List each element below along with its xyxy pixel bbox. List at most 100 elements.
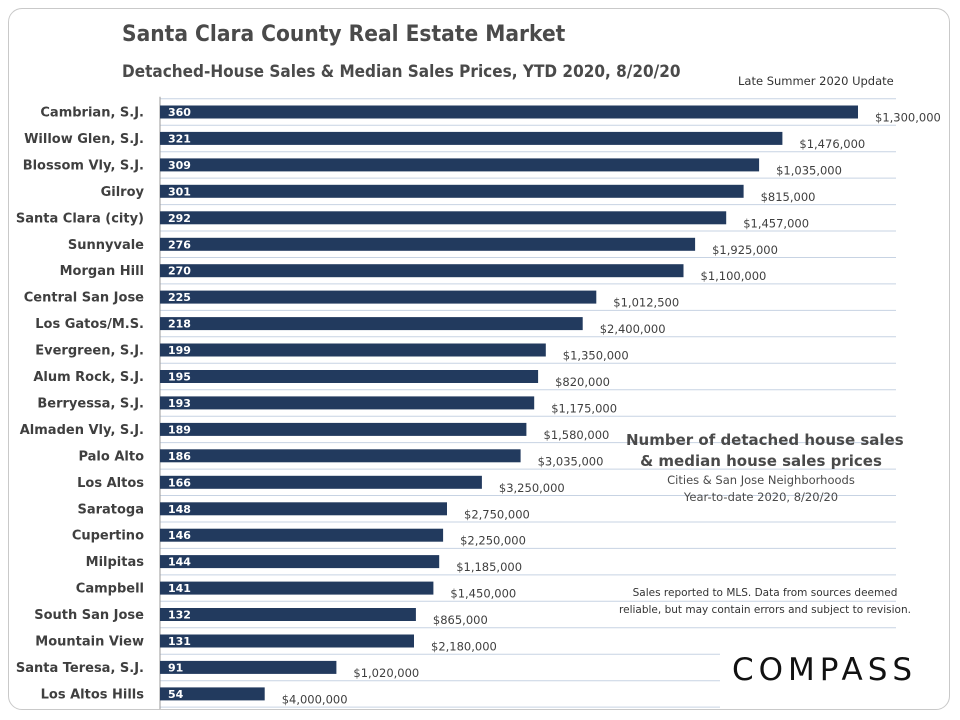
- bar: [160, 528, 444, 542]
- count-label: 186: [168, 450, 191, 463]
- price-label: $1,020,000: [353, 666, 419, 680]
- bar: [160, 370, 539, 383]
- price-label: $1,476,000: [799, 137, 865, 151]
- disclaimer: Sales reported to MLS. Data from sources…: [610, 585, 920, 619]
- disclaimer-line-2: reliable, but may contain errors and sub…: [619, 604, 911, 616]
- category-label: Morgan Hill: [60, 264, 144, 279]
- price-label: $3,035,000: [538, 454, 604, 468]
- price-label: $865,000: [433, 613, 488, 627]
- bar: [160, 158, 760, 172]
- bar: [160, 687, 265, 701]
- bar: [160, 396, 535, 410]
- price-label: $1,580,000: [544, 428, 610, 442]
- count-label: 195: [168, 371, 191, 384]
- count-label: 270: [168, 265, 191, 278]
- count-label: 225: [168, 291, 191, 304]
- bar: [160, 237, 696, 251]
- category-label: Los Gatos/M.S.: [35, 317, 144, 332]
- bar: [160, 211, 727, 225]
- price-label: $2,750,000: [464, 507, 530, 521]
- annotation-line-3: Cities & San Jose Neighborhoods: [667, 473, 855, 487]
- bar: [160, 502, 447, 516]
- count-label: 146: [168, 529, 191, 542]
- category-label: Blossom Vly, S.J.: [23, 158, 144, 173]
- bar: [160, 422, 527, 436]
- price-label: $1,925,000: [712, 243, 778, 257]
- category-label: Santa Teresa, S.J.: [16, 661, 144, 676]
- price-label: $1,300,000: [875, 111, 941, 125]
- category-label: Cambrian, S.J.: [40, 106, 144, 121]
- price-label: $2,400,000: [600, 322, 666, 336]
- count-label: 218: [168, 318, 191, 331]
- category-label: Mountain View: [35, 635, 144, 650]
- bar: [160, 581, 434, 595]
- bar: [160, 290, 597, 304]
- bar: [160, 475, 482, 489]
- category-label: Campbell: [76, 582, 144, 597]
- chart-title: Santa Clara County Real Estate Market: [122, 22, 566, 47]
- bar: [160, 449, 521, 463]
- category-label: Los Altos: [77, 476, 144, 491]
- bar: [160, 317, 583, 331]
- bar: [160, 343, 546, 357]
- category-label: Santa Clara (city): [16, 211, 144, 226]
- price-label: $815,000: [761, 190, 816, 204]
- price-label: $2,180,000: [431, 640, 497, 654]
- count-label: 91: [168, 661, 183, 674]
- bar: [160, 131, 783, 145]
- price-label: $4,000,000: [282, 692, 348, 706]
- annotation-line-2: & median house sales prices: [640, 452, 882, 470]
- gridlines: [160, 98, 896, 708]
- category-label: Alum Rock, S.J.: [33, 370, 144, 385]
- category-label: Almaden Vly, S.J.: [20, 423, 144, 438]
- bar: [160, 555, 440, 569]
- price-label: $1,457,000: [743, 216, 809, 230]
- annotation-line-4: Year-to-date 2020, 8/20/20: [683, 490, 839, 504]
- category-label: Palo Alto: [78, 449, 144, 464]
- price-label: $1,100,000: [701, 269, 767, 283]
- chart-subtitle: Detached-House Sales & Median Sales Pric…: [122, 62, 681, 82]
- category-label: Milpitas: [86, 555, 145, 570]
- count-label: 276: [168, 238, 191, 251]
- count-label: 193: [168, 397, 191, 410]
- bar: [160, 105, 858, 119]
- category-label: Willow Glen, S.J.: [24, 132, 144, 147]
- count-label: 301: [168, 185, 191, 198]
- category-label: Saratoga: [77, 502, 144, 517]
- count-label: 166: [168, 476, 191, 489]
- count-label: 131: [168, 635, 191, 648]
- count-label: 360: [168, 106, 191, 119]
- update-note: Late Summer 2020 Update: [738, 74, 894, 88]
- count-label: 321: [168, 132, 191, 145]
- bar: [160, 634, 414, 648]
- category-label: Berryessa, S.J.: [37, 396, 144, 411]
- price-label: $820,000: [555, 375, 610, 389]
- price-label: $3,250,000: [499, 481, 565, 495]
- price-label: $1,175,000: [551, 401, 617, 415]
- bar: [160, 660, 337, 674]
- category-label: Gilroy: [101, 185, 145, 200]
- category-label: South San Jose: [34, 608, 144, 623]
- chart-annotation: Number of detached house sales & median …: [626, 430, 904, 506]
- count-label: 144: [168, 556, 191, 569]
- price-label: $1,185,000: [456, 560, 522, 574]
- price-label: $1,350,000: [563, 349, 629, 363]
- bar: [160, 264, 684, 278]
- annotation-line-1: Number of detached house sales: [626, 431, 904, 449]
- price-label: $1,450,000: [450, 587, 516, 601]
- category-label: Los Altos Hills: [41, 687, 145, 702]
- count-label: 148: [168, 503, 191, 516]
- category-label: Evergreen, S.J.: [35, 344, 144, 359]
- count-label: 292: [168, 212, 191, 225]
- category-labels: Cambrian, S.J. Willow Glen, S.J. Blossom V…: [16, 106, 145, 703]
- category-label: Sunnyvale: [68, 238, 144, 253]
- category-label: Cupertino: [72, 529, 144, 544]
- category-label: Central San Jose: [24, 291, 144, 306]
- price-label: $1,035,000: [776, 163, 842, 177]
- count-label: 199: [168, 344, 191, 357]
- count-label: 141: [168, 582, 191, 595]
- bar: [160, 608, 416, 621]
- count-label: 132: [168, 609, 191, 622]
- disclaimer-line-1: Sales reported to MLS. Data from sources…: [632, 587, 898, 599]
